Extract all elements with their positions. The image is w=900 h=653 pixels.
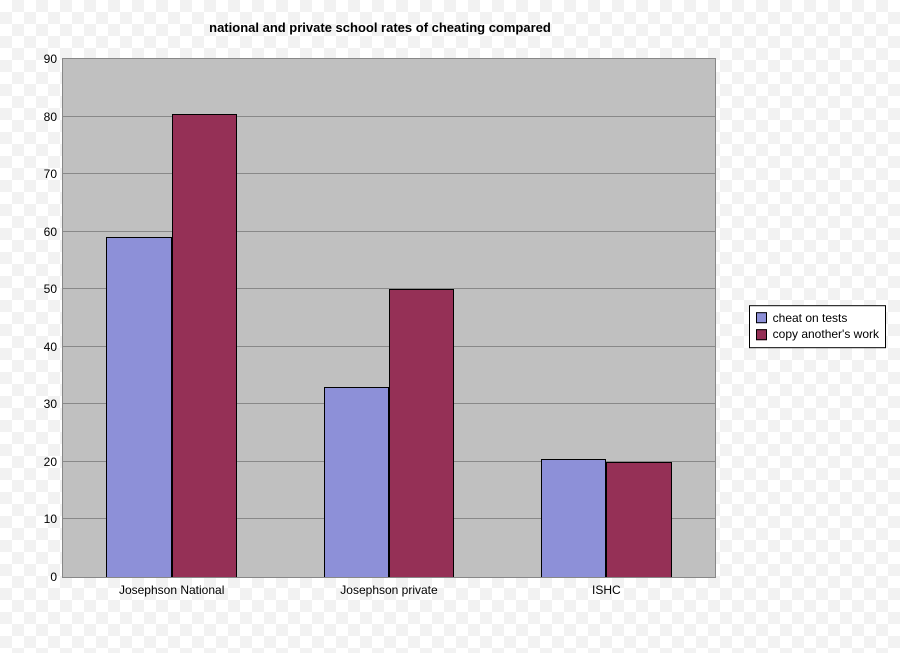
grid-line xyxy=(63,231,715,232)
legend-label: cheat on tests xyxy=(773,310,848,327)
bar xyxy=(606,462,671,577)
y-tick-label: 40 xyxy=(44,340,57,354)
y-tick-label: 70 xyxy=(44,167,57,181)
legend-swatch xyxy=(756,313,767,324)
bar xyxy=(324,387,389,577)
legend-item: cheat on tests xyxy=(756,310,879,327)
bar xyxy=(389,289,454,577)
bar xyxy=(106,237,171,577)
legend: cheat on testscopy another's work xyxy=(749,305,886,349)
y-tick-label: 20 xyxy=(44,455,57,469)
chart-canvas: national and private school rates of che… xyxy=(0,0,900,653)
grid-line xyxy=(63,116,715,117)
x-tick-label: ISHC xyxy=(592,583,621,597)
legend-label: copy another's work xyxy=(773,327,879,344)
bar xyxy=(172,114,237,577)
y-tick-label: 50 xyxy=(44,282,57,296)
legend-item: copy another's work xyxy=(756,327,879,344)
grid-line xyxy=(63,173,715,174)
y-tick-label: 60 xyxy=(44,225,57,239)
y-tick-label: 30 xyxy=(44,397,57,411)
y-tick-label: 90 xyxy=(44,52,57,66)
legend-swatch xyxy=(756,329,767,340)
chart-title: national and private school rates of che… xyxy=(0,20,760,35)
plot-area: 0102030405060708090Josephson NationalJos… xyxy=(62,58,716,578)
x-tick-label: Josephson private xyxy=(340,583,437,597)
bar xyxy=(541,459,606,577)
y-tick-label: 0 xyxy=(50,570,57,584)
y-tick-label: 80 xyxy=(44,110,57,124)
x-tick-label: Josephson National xyxy=(119,583,224,597)
y-tick-label: 10 xyxy=(44,512,57,526)
